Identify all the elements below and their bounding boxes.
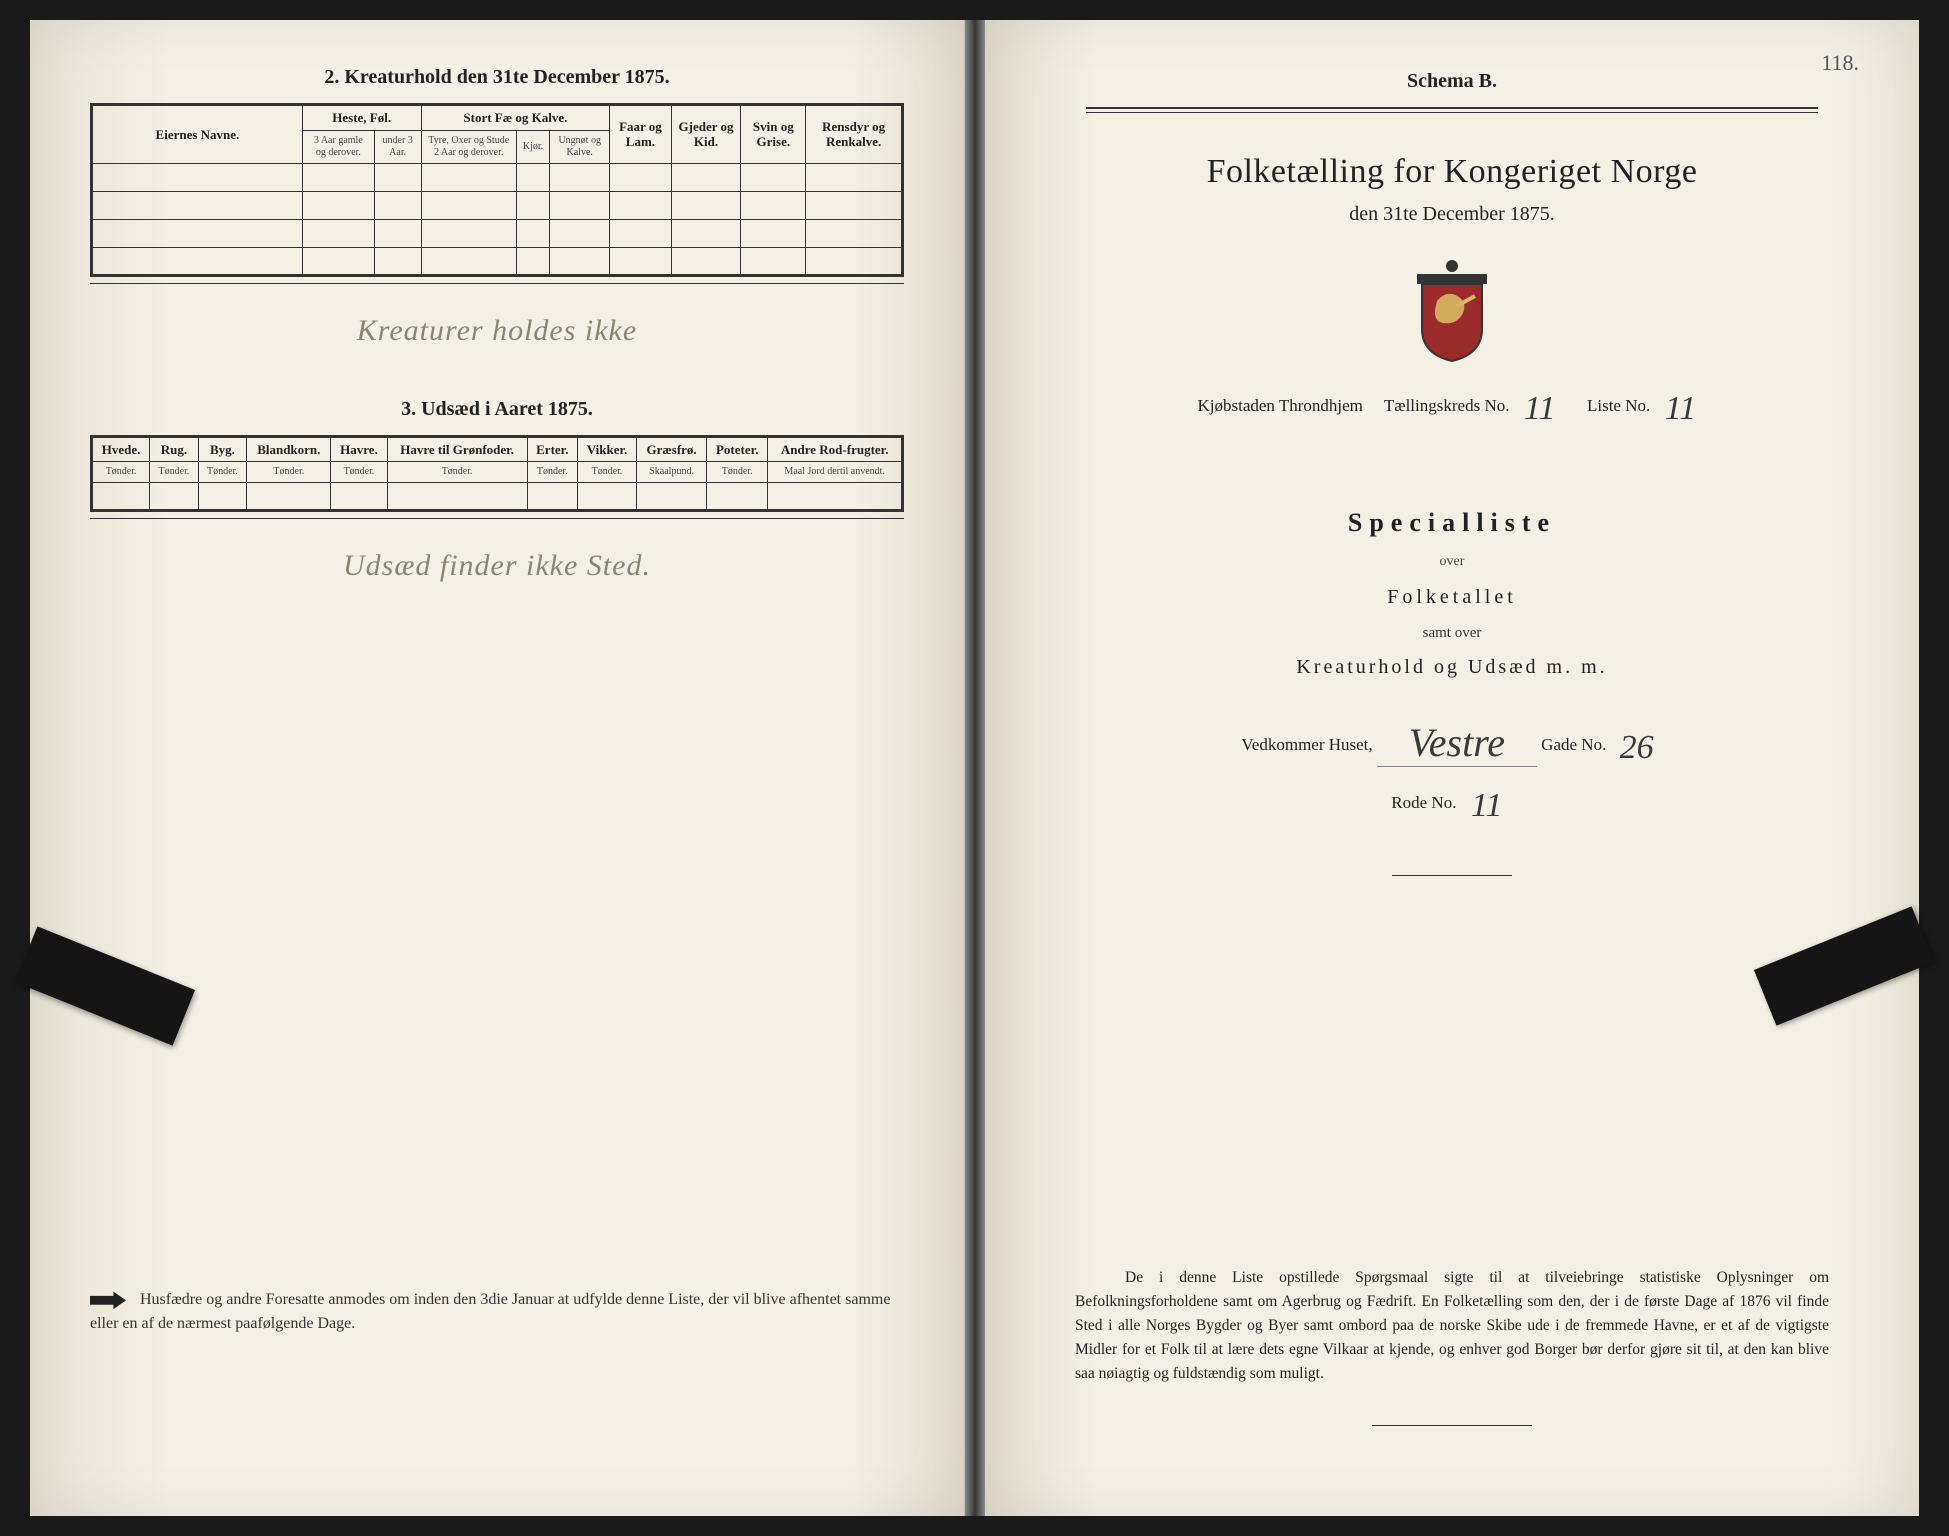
specialliste-heading: Specialliste [1045, 508, 1859, 538]
bottom-rule [1372, 1425, 1532, 1426]
col-stort-1: Tyre, Oxer og Stude 2 Aar og derover. [421, 130, 516, 163]
col-9: Poteter. [707, 436, 768, 462]
table-row [92, 247, 903, 275]
rode-no: 11 [1461, 787, 1513, 825]
unit-6: Tønder. [527, 462, 577, 483]
taellingskreds-label: Tællingskreds No. [1384, 396, 1510, 415]
section-3-title: 3. Udsæd i Aaret 1875. [90, 398, 904, 421]
gade-label: Gade No. [1541, 735, 1606, 754]
unit-9: Tønder. [707, 462, 768, 483]
archive-clip-icon [15, 926, 195, 1045]
left-footnote: Husfædre og andre Foresatte anmodes om i… [90, 1288, 904, 1336]
handwritten-note-2: Kreaturer holdes ikke [90, 314, 904, 348]
table-udsaed: Hvede.Rug.Byg.Blandkorn.Havre.Havre til … [90, 435, 904, 513]
col-group-heste: Heste, Føl. [302, 105, 421, 131]
page-number: 118. [1821, 50, 1859, 76]
kreatur-line: Kreaturhold og Udsæd m. m. [1045, 656, 1859, 679]
pointing-hand-icon [90, 1289, 126, 1311]
rule [90, 518, 904, 519]
rode-label: Rode No. [1391, 793, 1456, 812]
unit-8: Skaalpund. [637, 462, 707, 483]
footnote-text: Husfædre og andre Foresatte anmodes om i… [90, 1291, 890, 1332]
unit-4: Tønder. [331, 462, 387, 483]
col-8: Græsfrø. [637, 436, 707, 462]
col-group-stort: Stort Fæ og Kalve. [421, 105, 610, 131]
col-stort-3: Ungnøt og Kalve. [550, 130, 610, 163]
col-4: Havre. [331, 436, 387, 462]
col-stort-2: Kjør. [516, 130, 549, 163]
table-row [92, 163, 903, 191]
col-1: Rug. [150, 436, 198, 462]
col-5: Havre til Grønfoder. [387, 436, 527, 462]
unit-7: Tønder. [577, 462, 636, 483]
col-heste-2: under 3 Aar. [374, 130, 421, 163]
taellingskreds-no: 11 [1514, 390, 1566, 428]
unit-3: Tønder. [247, 462, 331, 483]
handwritten-note-3: Udsæd finder ikke Sted. [90, 549, 904, 583]
rode-row: Rode No. 11 [1045, 787, 1859, 825]
double-rule [1086, 107, 1819, 113]
over-label-1: over [1045, 554, 1859, 570]
rule [90, 283, 904, 284]
vedkommer-row: Vedkommer Huset, Vestre Gade No. 26 [1045, 719, 1859, 767]
book-spread: 2. Kreaturhold den 31te December 1875. E… [30, 20, 1919, 1516]
short-rule [1392, 875, 1512, 876]
liste-label: Liste No. [1587, 396, 1650, 415]
kjobstad-line: Kjøbstaden Throndhjem Tællingskreds No. … [1045, 390, 1859, 428]
right-footnote: De i denne Liste opstillede Spørgsmaal s… [1075, 1266, 1829, 1386]
col-faar: Faar og Lam. [610, 105, 671, 164]
col-7: Vikker. [577, 436, 636, 462]
table-kreaturhold: Eiernes Navne. Heste, Føl. Stort Fæ og K… [90, 103, 904, 277]
table-row [92, 219, 903, 247]
main-title: Folketælling for Kongeriget Norge [1045, 153, 1859, 191]
col-6: Erter. [527, 436, 577, 462]
unit-2: Tønder. [198, 462, 246, 483]
section-2-title: 2. Kreaturhold den 31te December 1875. [90, 66, 904, 89]
archive-clip-icon [1754, 906, 1934, 1025]
liste-no: 11 [1655, 390, 1707, 428]
street-handwritten: Vestre [1377, 719, 1537, 767]
right-page: 118. Schema B. Folketælling for Kongerig… [985, 20, 1919, 1516]
vedkommer-label: Vedkommer Huset, [1241, 735, 1372, 754]
col-0: Hvede. [92, 436, 150, 462]
gade-no: 26 [1611, 729, 1663, 767]
unit-10: Maal Jord dertil anvendt. [768, 462, 903, 483]
col-10: Andre Rod-frugter. [768, 436, 903, 462]
folketallet-label: Folketallet [1045, 586, 1859, 609]
col-heste-1: 3 Aar gamle og derover. [302, 130, 374, 163]
col-svin: Svin og Grise. [741, 105, 806, 164]
col-owner: Eiernes Navne. [92, 105, 303, 164]
samt-over-label: samt over [1045, 625, 1859, 642]
sub-title: den 31te December 1875. [1045, 203, 1859, 226]
kjobstad-prefix: Kjøbstaden Throndhjem [1197, 396, 1362, 415]
unit-5: Tønder. [387, 462, 527, 483]
unit-0: Tønder. [92, 462, 150, 483]
col-rensdyr: Rensdyr og Renkalve. [806, 105, 903, 164]
table-row [92, 191, 903, 219]
schema-label: Schema B. [1045, 70, 1859, 93]
left-page: 2. Kreaturhold den 31te December 1875. E… [30, 20, 965, 1516]
unit-1: Tønder. [150, 462, 198, 483]
col-2: Byg. [198, 436, 246, 462]
col-3: Blandkorn. [247, 436, 331, 462]
coat-of-arms-icon [1407, 256, 1497, 366]
col-gjeder: Gjeder og Kid. [671, 105, 741, 164]
book-gutter [965, 20, 985, 1516]
